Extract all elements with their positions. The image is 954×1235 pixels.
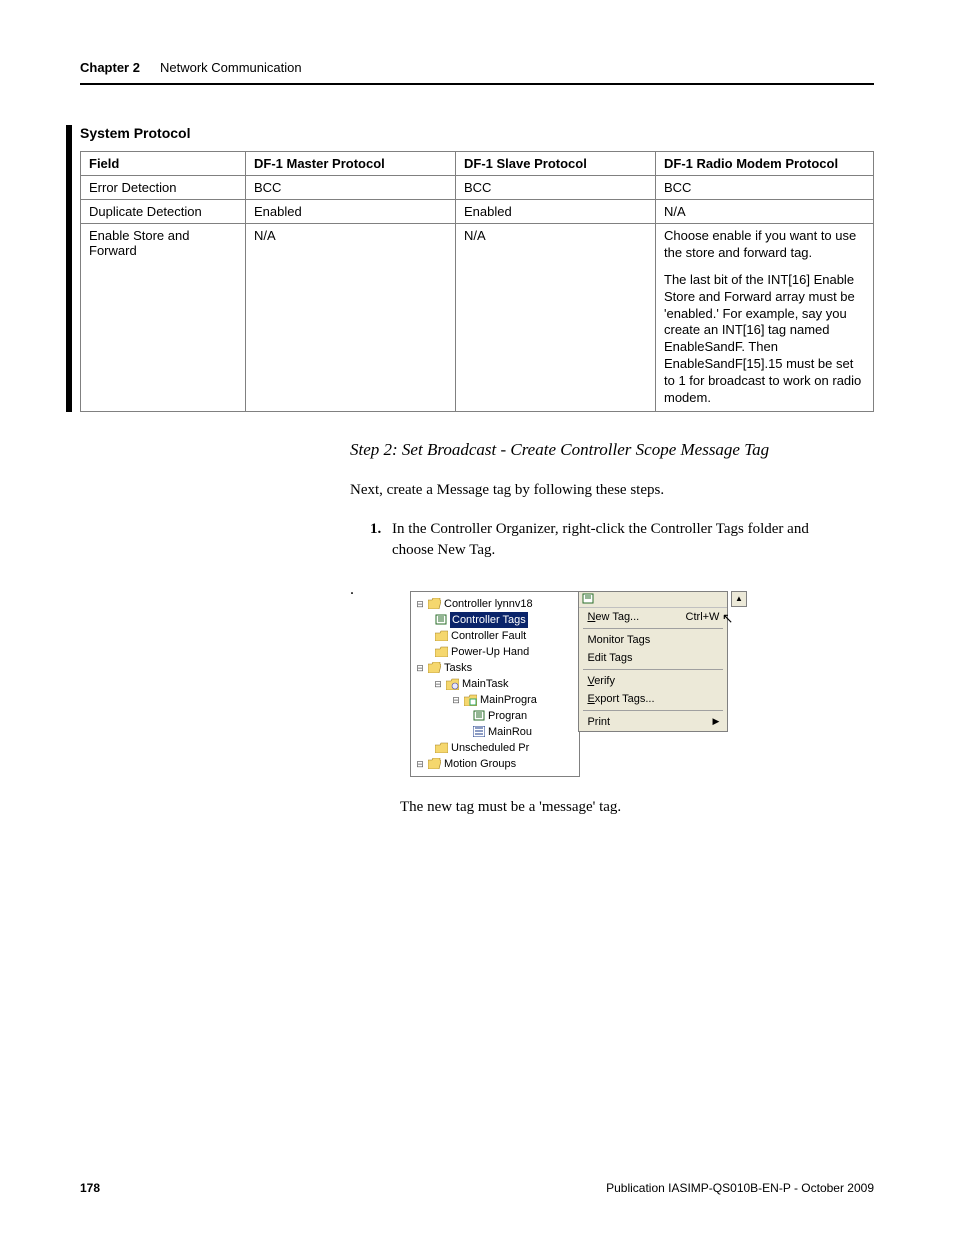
cell: BCC (656, 176, 874, 200)
tags-icon (582, 593, 594, 604)
tree-item-fault[interactable]: Controller Fault (415, 628, 579, 644)
cell: Error Detection (81, 176, 246, 200)
tree-label: Controller lynnv18 (444, 596, 533, 612)
tree-item-motion[interactable]: ⊟ Motion Groups (415, 756, 579, 772)
list-text-cont: choose New Tag. (392, 540, 874, 561)
tree-item-mainroutine[interactable]: MainRou (415, 724, 579, 740)
page-number: 178 (80, 1181, 100, 1195)
chapter-label: Chapter 2 (80, 60, 140, 75)
protocol-table: Field DF-1 Master Protocol DF-1 Slave Pr… (80, 151, 874, 412)
tree-label: Power-Up Hand (451, 644, 529, 660)
list-number: 1. (370, 519, 392, 540)
folder-open-icon (428, 662, 441, 673)
cell: BCC (246, 176, 456, 200)
tree-label-selected: Controller Tags (450, 612, 528, 628)
table-row: Duplicate Detection Enabled Enabled N/A (81, 200, 874, 224)
tree-label: Progran (488, 708, 527, 724)
numbered-list: 1.In the Controller Organizer, right-cli… (370, 519, 874, 561)
cell: Duplicate Detection (81, 200, 246, 224)
cell: N/A (456, 224, 656, 412)
folder-icon (435, 646, 448, 657)
cell: N/A (246, 224, 456, 412)
menu-label: Monitor Tags (587, 634, 650, 646)
change-bar (66, 125, 72, 412)
menu-shortcut: Ctrl+W (686, 611, 720, 623)
menu-label: xport Tags... (595, 693, 655, 705)
th-radio: DF-1 Radio Modem Protocol (656, 152, 874, 176)
cell: Enabled (456, 200, 656, 224)
menu-item-edit[interactable]: Edit Tags (579, 649, 727, 667)
tree-label: MainProgra (480, 692, 537, 708)
menu-label: erify (594, 675, 615, 687)
tree-panel[interactable]: ⊟ Controller lynnv18 Controller Tags Con… (410, 591, 580, 777)
tree-item-progtags[interactable]: Progran (415, 708, 579, 724)
menu-separator (583, 628, 723, 629)
menu-label: Edit Tags (587, 652, 632, 664)
tree-item-powerup[interactable]: Power-Up Hand (415, 644, 579, 660)
table-row: Error Detection BCC BCC BCC (81, 176, 874, 200)
tags-icon (473, 710, 485, 721)
after-text: The new tag must be a 'message' tag. (400, 797, 874, 818)
table-row: Enable Store and Forward N/A N/A Choose … (81, 224, 874, 412)
scroll-up-button[interactable]: ▲ (731, 591, 747, 607)
publication-id: Publication IASIMP-QS010B-EN-P - October… (606, 1181, 874, 1195)
folder-open-icon (428, 598, 441, 609)
menu-mnemonic: E (587, 693, 594, 705)
menu-item-new-tag[interactable]: New Tag... Ctrl+W (579, 608, 727, 626)
context-menu: New Tag... Ctrl+W Monitor Tags Edit Tags… (578, 591, 728, 732)
stray-dot: . (350, 581, 354, 599)
tree-label: Tasks (444, 660, 472, 676)
folder-icon (435, 630, 448, 641)
cell: Enabled (246, 200, 456, 224)
scrollbar[interactable]: ▲ (731, 591, 747, 607)
folder-icon (435, 742, 448, 753)
menu-label: ew Tag... (595, 611, 639, 623)
tree-item-mainprogram[interactable]: ⊟ MainProgra (415, 692, 579, 708)
cell: N/A (656, 200, 874, 224)
page-footer: 178 Publication IASIMP-QS010B-EN-P - Oct… (80, 1181, 874, 1195)
tree-label: Controller Fault (451, 628, 526, 644)
cell-p1: Choose enable if you want to use the sto… (664, 228, 865, 262)
tree-item-unscheduled[interactable]: Unscheduled Pr (415, 740, 579, 756)
th-slave: DF-1 Slave Protocol (456, 152, 656, 176)
chapter-title: Network Communication (160, 60, 302, 75)
menu-item-export[interactable]: Export Tags... (579, 690, 727, 708)
menu-label: Print (587, 716, 610, 728)
tree-label: Motion Groups (444, 756, 516, 772)
tree-item-tasks[interactable]: ⊟ Tasks (415, 660, 579, 676)
cell-p2: The last bit of the INT[16] Enable Store… (664, 272, 865, 407)
tree-label: MainTask (462, 676, 508, 692)
tree-label: Unscheduled Pr (451, 740, 529, 756)
tree-label: MainRou (488, 724, 532, 740)
th-field: Field (81, 152, 246, 176)
program-icon (464, 694, 477, 706)
intro-text: Next, create a Message tag by following … (350, 480, 874, 501)
menu-icon-strip (579, 592, 727, 608)
menu-item-verify[interactable]: Verify (579, 672, 727, 690)
folder-open-icon (428, 758, 441, 769)
cell: Enable Store and Forward (81, 224, 246, 412)
tags-icon (435, 614, 447, 625)
step-title: Step 2: Set Broadcast - Create Controlle… (350, 440, 874, 460)
cell: BCC (456, 176, 656, 200)
screenshot: . ⊟ Controller lynnv18 Controller Tags (350, 591, 874, 777)
submenu-arrow-icon: ▶ (713, 716, 720, 727)
tree-item-controller[interactable]: ⊟ Controller lynnv18 (415, 596, 579, 612)
cell: Choose enable if you want to use the sto… (656, 224, 874, 412)
tree-item-maintask[interactable]: ⊟ MainTask (415, 676, 579, 692)
menu-separator (583, 710, 723, 711)
menu-separator (583, 669, 723, 670)
th-master: DF-1 Master Protocol (246, 152, 456, 176)
menu-item-print[interactable]: Print ▶ (579, 713, 727, 731)
section-title: System Protocol (80, 125, 874, 141)
page-header: Chapter 2 Network Communication (80, 60, 874, 85)
task-icon (446, 678, 459, 690)
menu-item-monitor[interactable]: Monitor Tags (579, 631, 727, 649)
list-text: In the Controller Organizer, right-click… (392, 521, 809, 537)
tree-item-controller-tags[interactable]: Controller Tags (415, 612, 579, 628)
routine-icon (473, 726, 485, 737)
